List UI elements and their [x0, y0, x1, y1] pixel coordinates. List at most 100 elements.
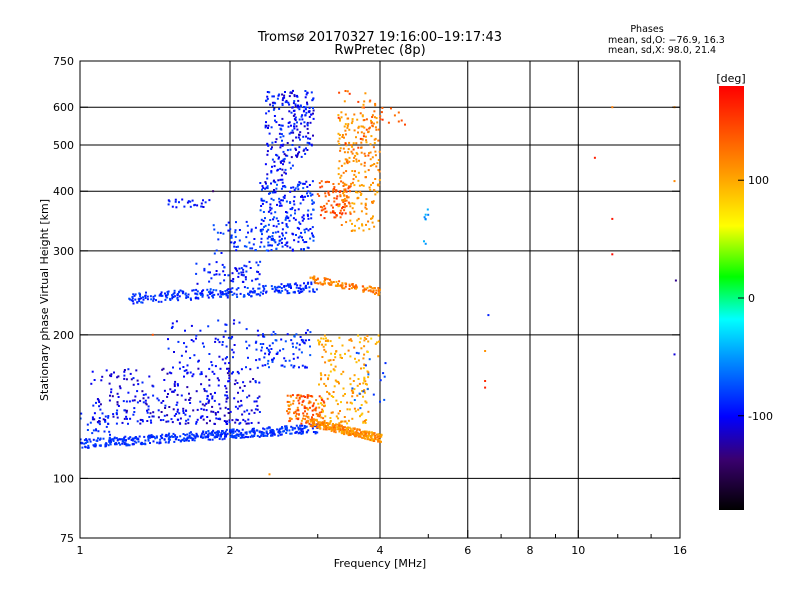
data-point [176, 418, 179, 421]
data-point [262, 186, 265, 189]
data-point [282, 135, 285, 138]
data-point [274, 102, 277, 105]
data-point [119, 438, 122, 441]
data-point [260, 237, 263, 240]
data-point [99, 408, 102, 411]
data-point [191, 289, 194, 292]
data-point [186, 201, 189, 204]
data-point [289, 91, 292, 94]
data-point [187, 422, 190, 425]
data-point [284, 359, 287, 362]
data-point [367, 220, 370, 223]
data-point [249, 368, 252, 371]
data-point [196, 418, 199, 421]
data-point [487, 314, 490, 317]
data-point [208, 432, 211, 435]
data-point [165, 420, 168, 423]
data-point [105, 369, 108, 372]
data-point [328, 193, 331, 196]
data-point [348, 128, 351, 131]
data-point [340, 164, 343, 167]
x-tick-label: 10 [571, 544, 585, 557]
data-point [274, 333, 277, 335]
data-point [132, 383, 135, 386]
data-point [324, 207, 327, 210]
data-point [295, 412, 298, 415]
data-point [240, 368, 243, 371]
data-point [296, 394, 299, 397]
data-point [260, 349, 263, 352]
data-point [345, 144, 348, 147]
data-point [309, 418, 312, 421]
data-point [367, 289, 370, 292]
data-point [189, 200, 192, 203]
data-point [279, 146, 282, 149]
data-point [152, 411, 155, 414]
data-point [281, 181, 284, 184]
data-point [253, 238, 256, 240]
data-point [357, 125, 360, 128]
data-point [374, 193, 377, 196]
data-point [301, 403, 304, 406]
data-point [335, 197, 338, 200]
data-point [311, 199, 314, 202]
data-point [278, 286, 281, 288]
data-point [203, 389, 206, 392]
data-point [182, 290, 185, 293]
data-point [251, 279, 254, 282]
data-point [190, 436, 193, 439]
data-point [295, 154, 297, 157]
data-point [300, 248, 303, 251]
data-point [104, 415, 107, 418]
data-point [247, 418, 250, 421]
data-point [160, 300, 163, 303]
data-point [266, 237, 269, 240]
data-point [276, 352, 279, 355]
data-point [260, 205, 263, 207]
data-point [263, 199, 266, 202]
data-point [225, 345, 228, 348]
data-point [215, 261, 218, 264]
data-point [231, 434, 234, 437]
data-point [206, 394, 209, 397]
data-point [142, 401, 145, 404]
data-point [133, 294, 136, 297]
data-point [320, 402, 322, 405]
y-tick-label: 75 [60, 532, 74, 545]
data-point [204, 201, 207, 204]
data-point [304, 106, 307, 109]
data-point [219, 407, 222, 410]
data-point [140, 297, 143, 300]
data-point [226, 356, 228, 359]
grid-lines [80, 61, 680, 538]
data-point [249, 380, 252, 383]
data-point [303, 425, 306, 427]
data-point [377, 433, 380, 436]
data-point [327, 374, 330, 377]
data-point [233, 241, 236, 244]
data-point [288, 161, 291, 164]
data-point [249, 247, 252, 250]
data-point [220, 295, 223, 298]
data-point [295, 148, 297, 151]
data-point [304, 108, 307, 111]
data-point [297, 136, 300, 139]
data-point [108, 399, 111, 402]
data-point [348, 430, 351, 433]
data-point [293, 118, 296, 120]
data-point [278, 429, 281, 432]
data-point [231, 335, 234, 338]
data-point [270, 237, 273, 240]
data-point [349, 377, 352, 380]
data-point [197, 367, 200, 370]
data-point [252, 378, 255, 380]
data-point [179, 417, 182, 420]
data-point [182, 366, 185, 368]
data-point [278, 235, 281, 238]
data-point [272, 199, 275, 202]
data-point [155, 435, 158, 438]
data-point [172, 435, 174, 438]
data-point [333, 212, 336, 214]
data-point [264, 217, 266, 220]
